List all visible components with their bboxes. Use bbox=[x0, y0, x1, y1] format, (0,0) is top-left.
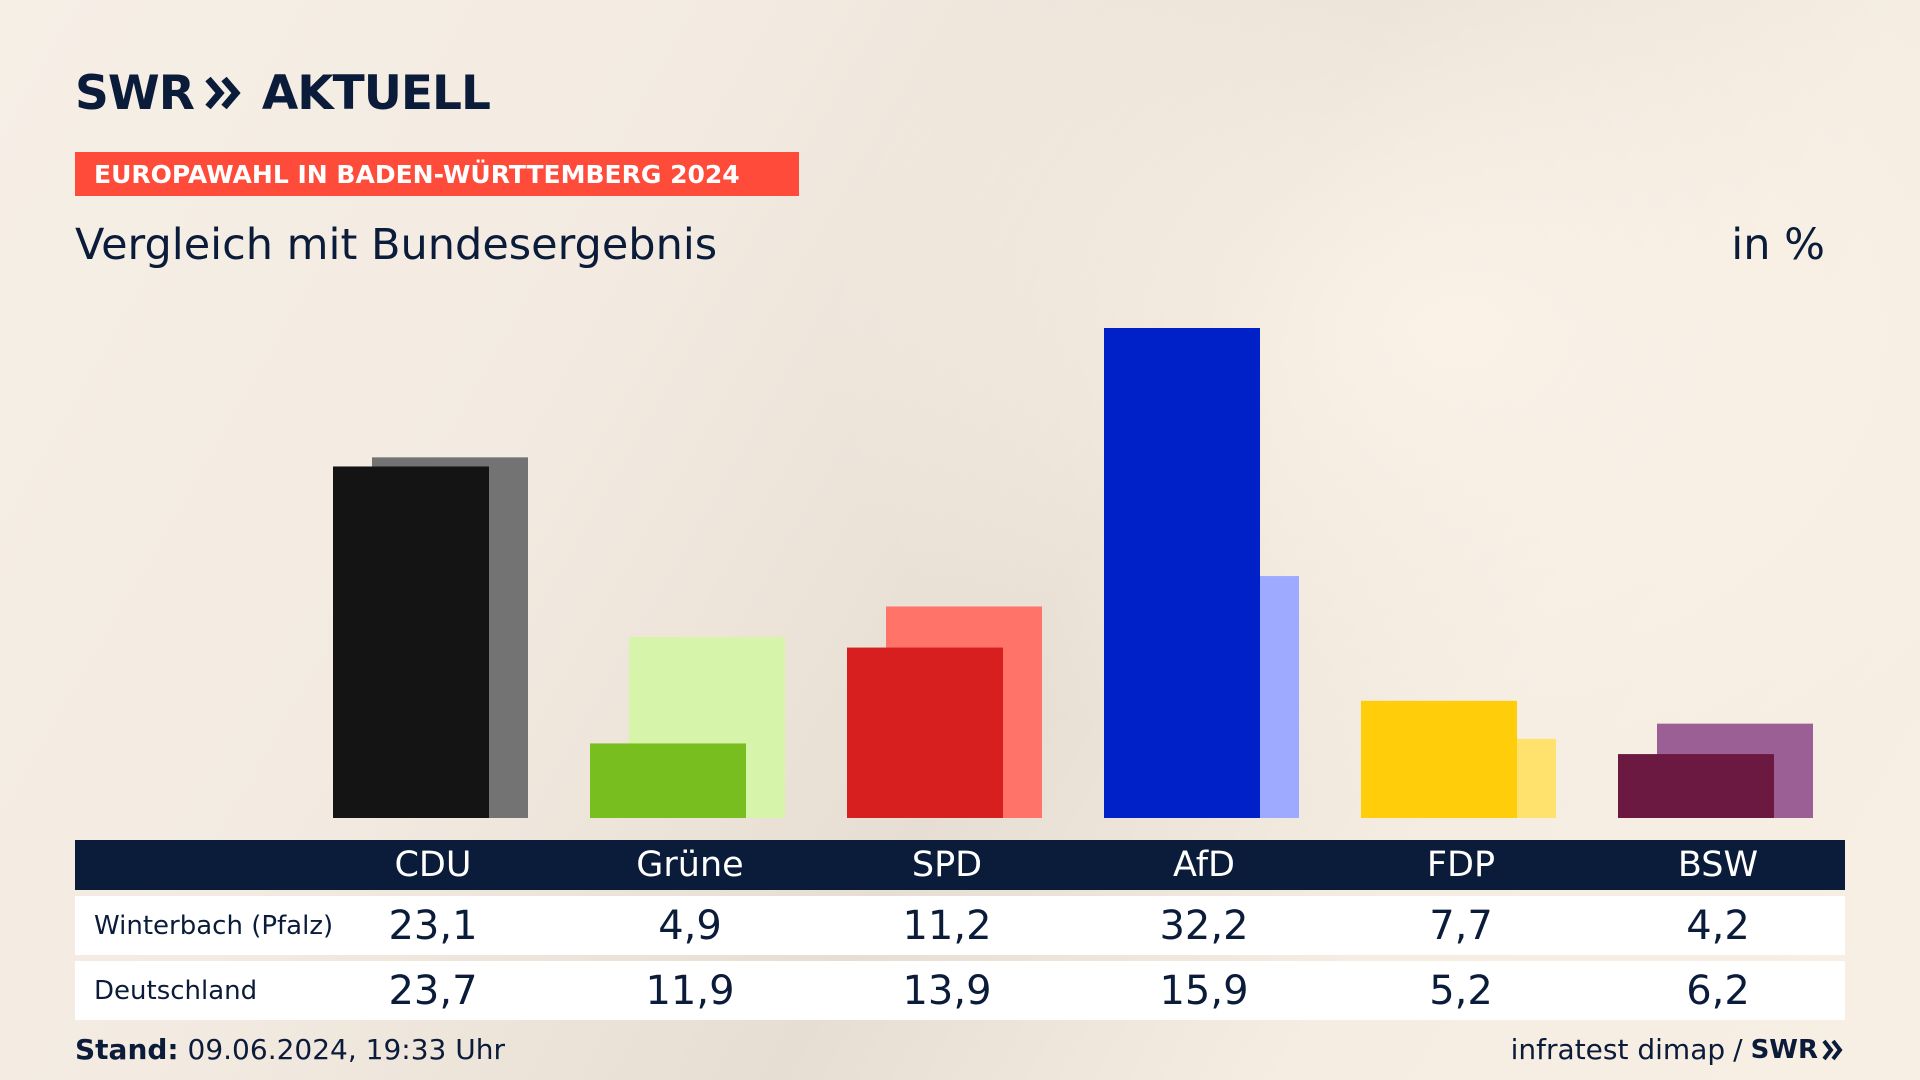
bar-winterbach-5 bbox=[1618, 754, 1774, 818]
table-row: Deutschland 23,7 11,9 13,9 15,9 5,2 6,2 bbox=[75, 961, 1845, 1020]
bar-winterbach-4 bbox=[1361, 700, 1517, 818]
value-cell: 6,2 bbox=[1686, 967, 1750, 1014]
election-banner: EUROPAWAHL IN BADEN-WÜRTTEMBERG 2024 bbox=[75, 152, 799, 196]
column-header: SPD bbox=[911, 845, 983, 885]
column-header: CDU bbox=[394, 845, 472, 885]
value-cell: 4,2 bbox=[1686, 902, 1750, 949]
value-cell: 11,9 bbox=[645, 967, 735, 1014]
source-name: infratest dimap bbox=[1510, 1033, 1726, 1066]
bar-chart bbox=[333, 328, 1813, 818]
source-credit: infratest dimap / SWR bbox=[1511, 1033, 1845, 1066]
value-cell: 23,1 bbox=[388, 902, 478, 949]
column-header: Grüne bbox=[636, 845, 744, 885]
value-cell: 13,9 bbox=[902, 967, 992, 1014]
column-header: FDP bbox=[1426, 845, 1496, 885]
bar-winterbach-2 bbox=[847, 647, 1003, 818]
value-cell: 23,7 bbox=[388, 967, 478, 1014]
value-cell: 15,9 bbox=[1159, 967, 1249, 1014]
stand-value: 09.06.2024, 19:33 Uhr bbox=[187, 1033, 505, 1066]
source-separator: / bbox=[1733, 1033, 1743, 1066]
timestamp: Stand: 09.06.2024, 19:33 Uhr bbox=[75, 1033, 505, 1066]
value-cell: 11,2 bbox=[902, 902, 992, 949]
value-cell: 5,2 bbox=[1429, 967, 1493, 1014]
column-header: BSW bbox=[1677, 845, 1759, 885]
brand-product: AKTUELL bbox=[261, 65, 491, 121]
table-row: Winterbach (Pfalz) 23,1 4,9 11,2 32,2 7,7 4,2 bbox=[75, 896, 1845, 955]
column-header: AfD bbox=[1173, 845, 1235, 885]
row-label: Winterbach (Pfalz) bbox=[94, 910, 334, 941]
row-label: Deutschland bbox=[94, 975, 258, 1006]
value-cell: 4,9 bbox=[658, 902, 722, 949]
value-cell: 32,2 bbox=[1159, 902, 1249, 949]
value-cell: 7,7 bbox=[1429, 902, 1493, 949]
results-table: CDU Grüne SPD AfD FDP BSW Winterbach (Pfalz) … bbox=[75, 840, 1845, 1020]
stand-label: Stand: bbox=[75, 1033, 179, 1066]
swr-mini-logo: SWR bbox=[1751, 1035, 1845, 1065]
bar-winterbach-1 bbox=[590, 743, 746, 818]
unit-label: in % bbox=[1731, 220, 1825, 270]
brand-name: SWR bbox=[75, 65, 195, 121]
bar-winterbach-3 bbox=[1104, 328, 1260, 818]
source-brand: SWR bbox=[1750, 1034, 1818, 1065]
chart-subtitle: Vergleich mit Bundesergebnis bbox=[75, 220, 718, 270]
double-chevron-icon bbox=[204, 76, 242, 110]
bar-winterbach-0 bbox=[333, 466, 489, 818]
swr-aktuell-logo: SWR AKTUELL bbox=[75, 65, 491, 121]
table-header: CDU Grüne SPD AfD FDP BSW bbox=[75, 840, 1845, 890]
double-chevron-icon bbox=[1822, 1039, 1843, 1060]
